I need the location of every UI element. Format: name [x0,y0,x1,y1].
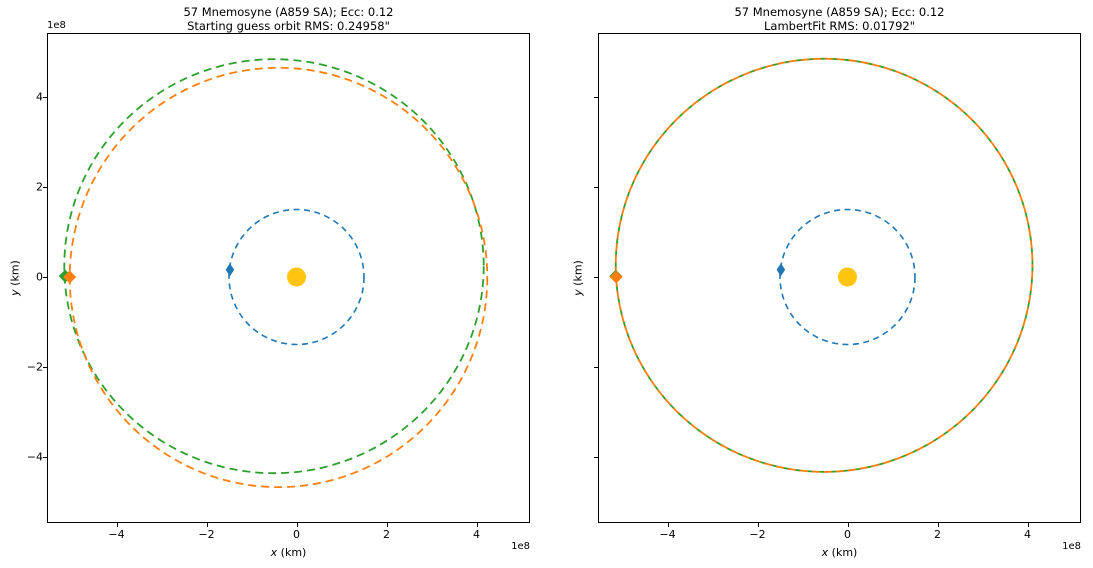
x-tick-mark [847,523,849,527]
y-axis-label-left: y (km) [9,260,22,296]
y-tick-mark [43,277,47,278]
y-tick-mark [594,97,598,98]
y-offset-text-left: 1e8 [47,20,66,31]
x-axis-unit: (km) [280,546,307,559]
y-tick-mark [43,97,47,98]
y-tick-label: −2 [26,360,43,374]
y-tick-label: 4 [36,90,43,104]
x-tick-label: 2 [383,528,390,541]
y-axis-var: y [571,289,585,296]
x-tick-mark [667,523,669,527]
fit-orbit-green-path [614,57,1034,473]
x-tick-label: −2 [198,528,215,541]
x-tick-mark [206,523,208,527]
x-axis-unit: (km) [831,546,858,559]
plot-title-line1: 57 Mnemosyne (A859 SA); Ecc: 0.12 [734,5,945,19]
x-tick-mark [386,523,388,527]
x-tick-mark [937,523,939,527]
x-offset-text-right: 1e8 [1062,541,1081,552]
x-tick-mark [116,523,118,527]
earth-marker [776,263,786,277]
asteroid-fit-orange-marker [609,270,623,284]
x-axis-label-right: x (km) [598,546,1081,559]
plot-canvas-left [58,58,489,489]
y-tick-mark [43,457,47,458]
x-tick-label: 0 [293,528,300,541]
y-tick-label: 0 [36,270,43,284]
x-tick-labels-left: −4 −2 0 2 4 [47,528,530,543]
y-axis-unit: (km) [8,260,22,286]
x-tick-mark [476,523,478,527]
y-tick-mark [43,367,47,368]
y-tick-label: −4 [26,450,43,464]
y-axis-var: y [8,289,22,296]
x-tick-label: 0 [844,528,851,541]
y-tick-mark [594,457,598,458]
x-tick-label: −4 [659,528,676,541]
plot-title-line2: Starting guess orbit RMS: 0.24958" [187,19,390,33]
y-tick-mark [594,277,598,278]
sun-marker [838,267,857,287]
observed-orbit-orange-path [68,66,489,489]
plot-title-line1: 57 Mnemosyne (A859 SA); Ecc: 0.12 [183,5,394,19]
y-axis-unit: (km) [571,260,585,286]
plot-canvas-right [609,57,1034,473]
y-tick-labels-left: 4 2 0 −2 −4 [5,33,43,523]
x-axis-label-left: x (km) [47,546,530,559]
y-tick-label: 2 [36,180,43,194]
guess-orbit-green-path [63,58,485,475]
y-tick-mark [594,187,598,188]
plot-title-line2: LambertFit RMS: 0.01792" [764,19,915,33]
sun-marker [287,267,306,287]
x-axis-var: x [270,546,278,559]
axes-right [598,33,1081,523]
earth-marker [225,263,235,277]
x-tick-mark [296,523,298,527]
plot-title-right: 57 Mnemosyne (A859 SA); Ecc: 0.12 Lamber… [598,5,1081,33]
axes-left [47,33,530,523]
x-offset-text-left: 1e8 [511,541,530,552]
x-tick-mark [757,523,759,527]
y-axis-label-right: y (km) [572,260,585,296]
x-tick-label: 4 [1024,528,1031,541]
x-tick-label: −2 [749,528,766,541]
earth-orbit-path [779,208,916,346]
x-tick-label: −4 [108,528,125,541]
x-tick-label: 2 [934,528,941,541]
earth-orbit-path [228,208,365,346]
x-axis-var: x [821,546,829,559]
x-tick-labels-right: −4 −2 0 2 4 [598,528,1081,543]
y-tick-mark [43,187,47,188]
plot-title-left: 57 Mnemosyne (A859 SA); Ecc: 0.12 Starti… [47,5,530,33]
fit-orbit-orange-path [614,57,1034,473]
x-tick-label: 4 [473,528,480,541]
y-tick-mark [594,367,598,368]
x-tick-mark [1027,523,1029,527]
